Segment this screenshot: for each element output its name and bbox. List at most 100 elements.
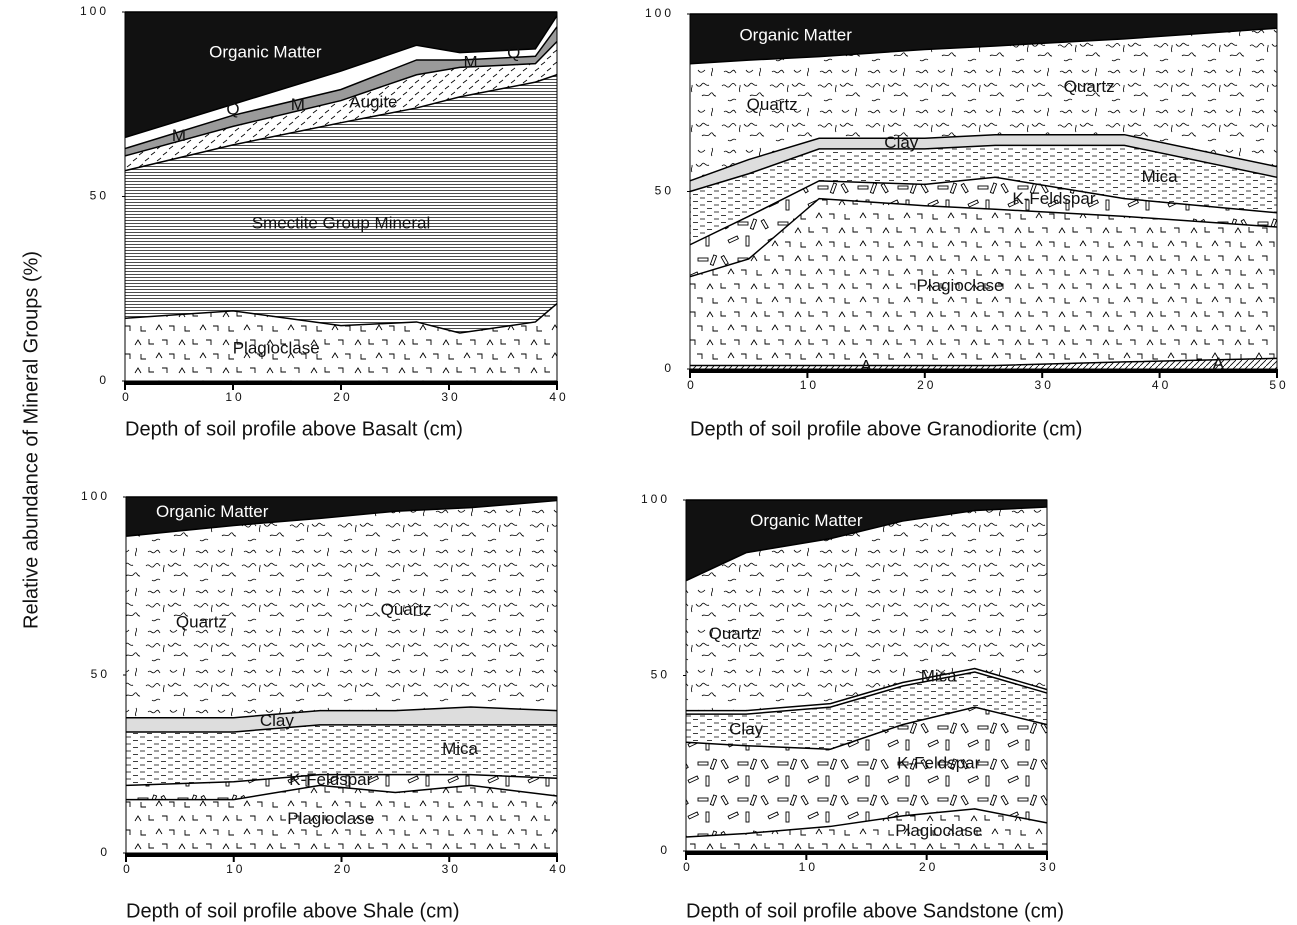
layer-boundary bbox=[125, 773, 558, 787]
x-tick-label: 50 bbox=[1269, 378, 1288, 392]
y-tick-label: 50 bbox=[90, 189, 109, 203]
layer-label: Organic Matter bbox=[156, 502, 269, 521]
layer-label: Organic Matter bbox=[750, 511, 863, 530]
area-layer bbox=[126, 724, 557, 786]
x-tick-label: 0 bbox=[122, 390, 132, 404]
layer-label: Organic Matter bbox=[739, 25, 852, 44]
area-layer bbox=[690, 28, 1277, 181]
layer-label: M bbox=[464, 53, 478, 72]
x-tick-label: 30 bbox=[441, 390, 460, 404]
layer-label: Quartz bbox=[747, 95, 798, 114]
y-tick-label: 100 bbox=[80, 4, 109, 18]
layer-label: Clay bbox=[884, 133, 919, 152]
x-tick-label: 20 bbox=[917, 378, 936, 392]
area-layer bbox=[686, 671, 1047, 750]
layer-label: Q bbox=[507, 43, 520, 62]
layer-boundary bbox=[686, 671, 1048, 715]
area-layer bbox=[686, 507, 1047, 711]
x-tick-label: 10 bbox=[226, 862, 245, 876]
layer-boundary bbox=[124, 74, 558, 172]
x-axis-title: Depth of soil profile above Basalt (cm) bbox=[125, 418, 463, 440]
layer-label: Quartz bbox=[709, 624, 760, 643]
layer-label: M bbox=[172, 126, 186, 145]
x-axis-title: Depth of soil profile above Shale (cm) bbox=[126, 900, 460, 922]
layer-label: K-Feldspar bbox=[289, 770, 372, 789]
y-tick-label: 0 bbox=[99, 373, 109, 387]
y-tick-label: 100 bbox=[645, 6, 674, 20]
x-tick-label: 30 bbox=[1035, 378, 1054, 392]
layer-label: Plagioclase bbox=[917, 276, 1004, 295]
layer-boundary bbox=[685, 706, 1048, 750]
x-tick-label: 20 bbox=[334, 862, 353, 876]
area-layer bbox=[125, 41, 557, 171]
layer-label: Quartz bbox=[176, 613, 227, 632]
layer-boundary bbox=[690, 357, 1278, 367]
area-layer bbox=[690, 198, 1277, 366]
y-axis-title: Relative abundance of Mineral Groups (%) bbox=[20, 251, 42, 629]
layer-label: Quartz bbox=[381, 600, 432, 619]
plot: Plagioclase K-Feldspar Mica Clay Quartz Quart… bbox=[81, 489, 568, 922]
layer-boundary bbox=[689, 176, 1278, 246]
x-tick-label: 40 bbox=[549, 862, 568, 876]
plot: Plagioclase Smectite Group Mineral Augite M… bbox=[80, 4, 568, 440]
layer-label: M bbox=[291, 95, 305, 114]
x-tick-label: 20 bbox=[333, 390, 352, 404]
layer-boundary bbox=[124, 26, 558, 150]
layer-label: K-Feldspar bbox=[1012, 189, 1095, 208]
layer-label: Plagioclase bbox=[895, 821, 982, 840]
y-tick-label: 0 bbox=[664, 361, 674, 375]
layer-label: Clay bbox=[260, 711, 295, 730]
plot: A APlagioclaseK-FeldsparMicaClayQuartzQua… bbox=[645, 6, 1288, 440]
layer-label: K-Feldspar bbox=[897, 754, 980, 773]
x-tick-label: 10 bbox=[799, 860, 818, 874]
layer-boundary bbox=[686, 667, 1048, 712]
area-layer bbox=[125, 74, 557, 334]
x-tick-label: 0 bbox=[123, 862, 133, 876]
layer-boundary bbox=[689, 197, 1278, 278]
layer-boundary bbox=[685, 506, 1048, 582]
x-tick-label: 30 bbox=[1039, 860, 1058, 874]
layer-label: Clay bbox=[729, 719, 764, 738]
x-tick-label: 0 bbox=[687, 378, 697, 392]
area-layer bbox=[686, 808, 1047, 851]
layer-label: Q bbox=[226, 99, 239, 118]
area-layer bbox=[126, 497, 557, 537]
layer-label: Mica bbox=[442, 739, 478, 758]
x-axis-title: Depth of soil profile above Sandstone (c… bbox=[686, 900, 1064, 922]
layer-boundary bbox=[126, 706, 558, 719]
x-tick-label: 40 bbox=[549, 390, 568, 404]
layer-boundary bbox=[124, 302, 558, 334]
y-tick-label: 0 bbox=[100, 845, 110, 859]
layer-label: Mica bbox=[1142, 167, 1178, 186]
layer-boundary bbox=[124, 40, 558, 157]
layer-label: Mica bbox=[921, 667, 957, 686]
layer-boundary bbox=[689, 144, 1278, 193]
y-tick-label: 50 bbox=[91, 667, 110, 681]
area-layer bbox=[126, 707, 557, 732]
layer-label: A bbox=[1213, 354, 1225, 373]
x-axis-title: Depth of soil profile above Granodiorite… bbox=[690, 418, 1082, 440]
y-tick-label: 50 bbox=[655, 184, 674, 198]
area-layer bbox=[125, 303, 557, 381]
x-tick-label: 20 bbox=[919, 860, 938, 874]
x-tick-label: 0 bbox=[683, 860, 693, 874]
x-tick-label: 10 bbox=[225, 390, 244, 404]
layer-label: Plagioclase bbox=[233, 338, 320, 357]
layer-boundary bbox=[125, 499, 558, 537]
area-layer bbox=[126, 785, 557, 853]
layer-boundary bbox=[126, 724, 557, 733]
layer-boundary bbox=[126, 784, 558, 801]
layer-boundary bbox=[124, 15, 558, 139]
area-layer bbox=[686, 707, 1047, 837]
layer-boundary bbox=[689, 133, 1278, 182]
area-layer bbox=[690, 177, 1277, 277]
area-layer bbox=[690, 145, 1277, 245]
area-layer bbox=[125, 12, 557, 138]
layer-label: Augite bbox=[349, 92, 397, 111]
x-tick-label: 40 bbox=[1152, 378, 1171, 392]
plot: Plagioclase K-Feldspar Clay Mica Quartz Organ… bbox=[641, 492, 1064, 922]
layer-label: Smectite Group Mineral bbox=[252, 214, 431, 233]
x-tick-label: 10 bbox=[800, 378, 819, 392]
